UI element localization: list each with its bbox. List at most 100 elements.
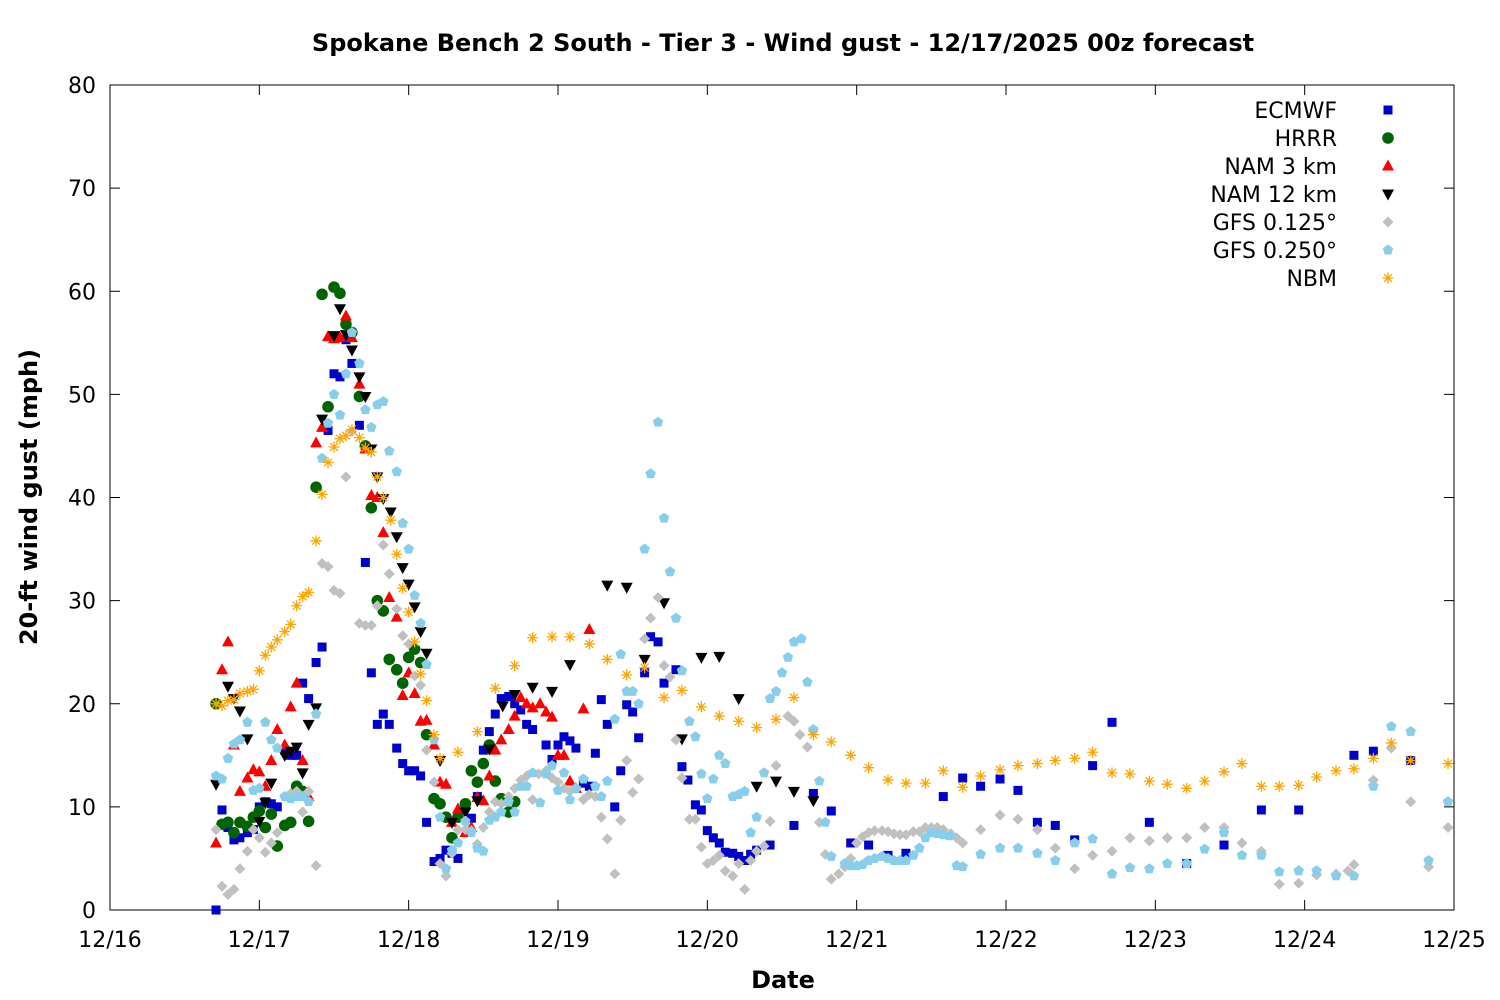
data-point — [802, 676, 813, 687]
data-point — [408, 602, 421, 614]
data-point — [234, 863, 246, 875]
data-point — [477, 794, 490, 806]
data-point — [788, 715, 800, 727]
legend-marker — [1382, 244, 1394, 255]
data-point — [242, 716, 253, 727]
data-point — [1348, 870, 1360, 881]
data-point — [365, 502, 378, 514]
data-point — [1199, 775, 1211, 787]
data-point — [646, 632, 656, 642]
data-point — [254, 782, 265, 793]
data-point — [354, 420, 364, 430]
data-point — [814, 775, 825, 786]
data-point — [528, 725, 538, 735]
data-point — [383, 591, 396, 603]
data-point — [1143, 835, 1155, 847]
data-point — [271, 827, 283, 839]
data-point — [402, 651, 415, 664]
data-point — [377, 492, 389, 503]
data-point — [1049, 842, 1061, 854]
data-point — [1107, 717, 1117, 727]
data-point — [684, 715, 695, 726]
data-point — [995, 774, 1005, 784]
data-point — [758, 767, 770, 778]
data-point — [271, 634, 283, 646]
data-point — [938, 792, 948, 802]
data-point — [690, 800, 700, 810]
data-point — [217, 805, 227, 815]
data-point — [1273, 878, 1285, 890]
data-point — [914, 842, 925, 853]
data-point — [751, 811, 762, 822]
data-point — [944, 830, 955, 841]
data-point — [601, 653, 613, 665]
data-point — [807, 729, 819, 741]
data-point — [1236, 849, 1248, 860]
data-point — [782, 651, 794, 662]
data-point — [396, 563, 409, 575]
data-point — [621, 754, 633, 766]
data-point — [229, 835, 239, 845]
data-point — [365, 446, 377, 458]
data-point — [645, 468, 656, 479]
data-point — [384, 507, 397, 519]
x-axis-label: Date — [751, 966, 815, 994]
x-tick-label: 12/21 — [825, 928, 888, 953]
data-point — [590, 748, 600, 758]
x-tick-label: 12/24 — [1273, 928, 1336, 953]
data-point — [676, 772, 688, 784]
data-point — [266, 799, 276, 809]
data-point — [335, 372, 345, 382]
legend-label: NBM — [1286, 267, 1337, 292]
data-point — [676, 684, 688, 696]
data-point — [459, 797, 472, 810]
data-point — [1124, 832, 1136, 844]
data-point — [1069, 752, 1081, 764]
data-point — [776, 667, 788, 678]
data-point — [975, 848, 986, 859]
data-point — [340, 471, 352, 483]
data-point — [210, 824, 222, 836]
data-point — [1069, 863, 1081, 875]
data-point — [403, 638, 415, 650]
data-point — [664, 671, 676, 683]
data-point — [1385, 737, 1397, 749]
data-point — [421, 744, 433, 756]
data-point — [297, 791, 308, 802]
data-point — [1199, 822, 1211, 833]
data-point — [241, 771, 254, 783]
data-point — [471, 726, 483, 738]
data-point — [228, 883, 240, 895]
data-point — [595, 811, 607, 823]
data-point — [434, 797, 446, 810]
data-point — [297, 591, 309, 602]
data-point — [265, 641, 277, 653]
data-point — [416, 771, 426, 781]
data-point — [509, 660, 521, 672]
data-point — [316, 488, 328, 500]
data-point — [664, 566, 676, 577]
data-point — [900, 855, 912, 865]
data-point — [284, 816, 297, 829]
data-point — [601, 833, 613, 845]
data-point — [1311, 865, 1322, 876]
data-point — [1106, 767, 1118, 779]
data-point — [471, 796, 484, 808]
data-point — [228, 826, 240, 839]
data-point — [296, 753, 309, 765]
data-point — [360, 404, 371, 415]
data-point — [211, 905, 221, 915]
data-point — [602, 775, 613, 786]
data-point — [328, 441, 340, 453]
data-point — [1181, 832, 1193, 844]
x-tick-label: 12/23 — [1124, 928, 1187, 953]
data-point — [347, 358, 357, 368]
data-point — [577, 702, 590, 714]
data-point — [1013, 785, 1023, 795]
x-tick-label: 12/22 — [974, 928, 1037, 953]
data-point — [404, 766, 414, 776]
data-point — [421, 695, 433, 707]
data-point — [334, 587, 346, 599]
data-point — [333, 331, 346, 343]
